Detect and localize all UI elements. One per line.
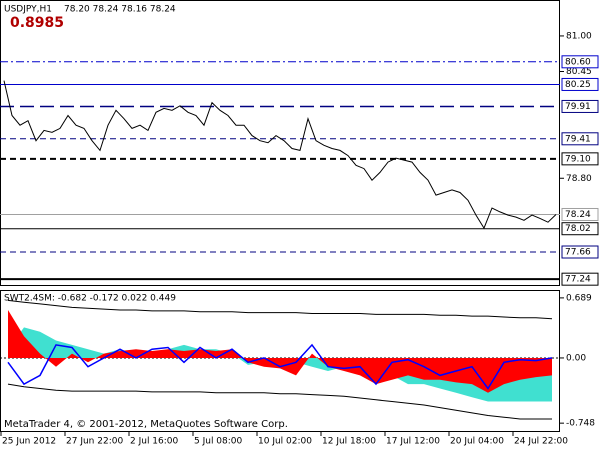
level-label: 78.02	[565, 224, 591, 234]
level-label: 79.10	[565, 154, 591, 164]
level-label-box	[561, 77, 599, 91]
y-tick-label: 78.80	[566, 174, 592, 184]
level-label: 80.60	[565, 57, 591, 67]
level-label-box	[561, 272, 599, 286]
main-layer: 81.00 80.45 78.80 80.60 80.25 79.91 79.41 79.10…	[0, 31, 599, 286]
level-label-box	[561, 207, 599, 221]
level-label-box	[561, 245, 599, 259]
x-tick-label: 12 Jul 18:00	[322, 437, 376, 447]
level-label-box	[561, 55, 599, 69]
main-panel	[0, 0, 560, 286]
level-label-box	[561, 99, 599, 113]
y-tick-label: 81.00	[566, 31, 592, 41]
level-label: 80.25	[565, 80, 591, 90]
level-label: 79.91	[565, 102, 591, 112]
x-tick-label: 20 Jul 04:00	[450, 437, 504, 447]
y-tick-label: -0.748	[566, 419, 595, 429]
x-tick-label: 5 Jul 08:00	[194, 437, 243, 447]
symbol-title: USDJPY,H1	[4, 5, 52, 15]
level-label: 79.41	[565, 134, 591, 144]
indicator-layer: 0.689 0.00 -0.748	[0, 293, 595, 429]
indicator-area	[8, 310, 552, 393]
indicator-title: SWT2.4SM: -0.682 -0.172 0.022 0.449	[4, 294, 176, 304]
y-tick-label: 80.45	[566, 67, 592, 77]
indicator-line	[7, 299, 553, 320]
x-tick-label: 17 Jul 12:00	[386, 437, 440, 447]
price-line	[3, 80, 557, 230]
x-tick-label: 27 Jun 22:00	[66, 437, 123, 447]
x-tick-label: 24 Jul 22:00	[514, 437, 568, 447]
x-tick-label: 25 Jun 2012	[2, 437, 56, 447]
copyright: MetaTrader 4, © 2001-2012, MetaQuotes So…	[4, 419, 288, 430]
x-tick-label: 2 Jul 16:00	[130, 437, 179, 447]
x-tick-label: 10 Jul 02:00	[258, 437, 312, 447]
level-label: 77.66	[565, 248, 591, 258]
ohlc: 78.20 78.24 78.16 78.24	[64, 5, 176, 15]
y-tick-label: 0.689	[566, 293, 592, 303]
level-label-box	[561, 152, 599, 166]
y-tick-label: 0.00	[566, 353, 586, 363]
level-label-box	[561, 222, 599, 236]
level-label: 77.24	[565, 275, 591, 285]
level-label-box	[561, 132, 599, 146]
value-annotation: 0.8985	[10, 15, 64, 31]
indicator-line	[7, 343, 553, 390]
level-label: 78.24	[565, 210, 591, 220]
indicator-line	[7, 383, 552, 420]
